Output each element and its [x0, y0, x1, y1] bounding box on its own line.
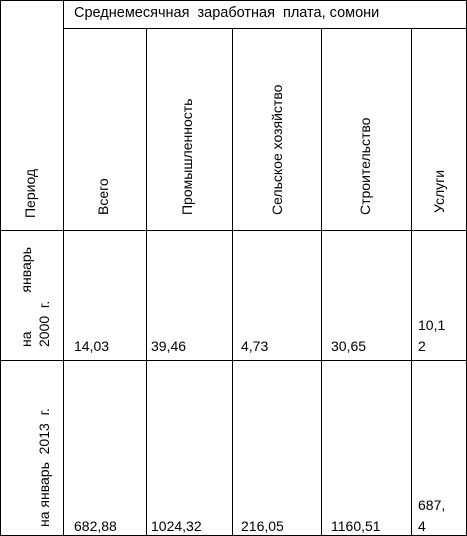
- header-construction: Строительство: [357, 117, 373, 215]
- header-row-divider: [0, 230, 467, 231]
- row-1-total: 14,03: [74, 338, 110, 354]
- row-1-industry: 39,46: [151, 338, 187, 354]
- header-agriculture: Сельское хозяйство: [269, 84, 285, 215]
- header-group-divider: [63, 28, 467, 29]
- row-2-services-line-2: 4: [418, 518, 426, 534]
- column-divider-4: [411, 28, 412, 536]
- row-divider: [0, 360, 467, 361]
- row-2-industry: 1024,32: [151, 518, 202, 534]
- row-2-period: на январь 2013 г.: [36, 408, 52, 527]
- row-1-services-line-1: 10,1: [418, 317, 446, 333]
- row-1-period-line-2: 2000 г.: [36, 300, 52, 347]
- row-2-agriculture: 216,05: [241, 518, 284, 534]
- row-2-construction: 1160,51: [331, 518, 381, 534]
- row-1-agriculture: 4,73: [241, 338, 269, 354]
- header-services: Услуги: [431, 169, 447, 213]
- column-divider-1: [146, 28, 147, 536]
- row-2-total: 682,88: [74, 518, 117, 534]
- row-1-period-line-1: на январь: [18, 247, 34, 347]
- row-1-services-line-2: 2: [418, 338, 426, 354]
- header-total: Всего: [95, 178, 111, 215]
- row-1-construction: 30,65: [331, 338, 367, 354]
- table-border-top: [0, 0, 467, 1]
- column-divider-period: [63, 0, 64, 536]
- column-divider-3: [321, 28, 322, 536]
- row-2-services-line-1: 687,: [418, 497, 446, 513]
- header-industry: Промышленность: [179, 98, 195, 215]
- column-divider-2: [232, 28, 233, 536]
- table-border-left: [0, 0, 1, 536]
- header-period: Период: [22, 168, 38, 218]
- header-group-title: Среднемесячная заработная плата, сомони: [74, 5, 380, 21]
